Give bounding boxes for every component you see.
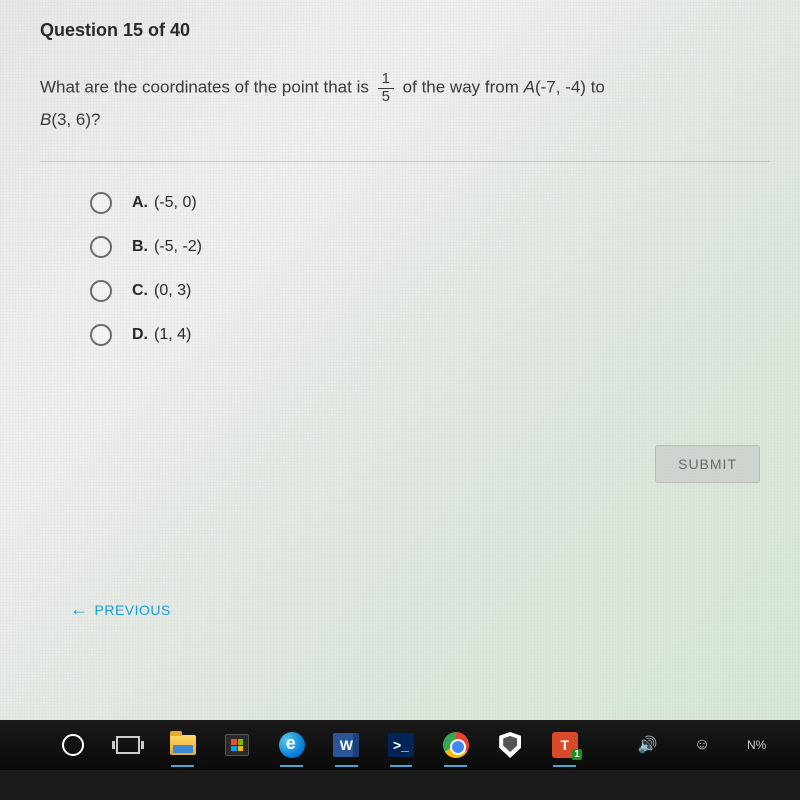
chrome-icon[interactable] — [442, 731, 469, 759]
choice-letter: D. — [132, 326, 148, 343]
question-text: What are the coordinates of the point th… — [40, 71, 770, 136]
point-b-name: B — [40, 110, 51, 129]
security-shield-icon[interactable] — [497, 731, 524, 759]
choice-text: (-5, 0) — [154, 194, 197, 211]
choice-c[interactable]: C. (0, 3) — [90, 280, 770, 302]
question-counter: Question 15 of 40 — [40, 20, 770, 41]
choice-d[interactable]: D. (1, 4) — [90, 324, 770, 346]
tray-misc-icon[interactable]: N% — [743, 731, 770, 759]
fraction: 1 5 — [378, 71, 394, 105]
previous-button[interactable]: ← PREVIOUS — [70, 599, 171, 620]
choice-text: (-5, -2) — [154, 238, 202, 255]
radio-icon[interactable] — [90, 236, 112, 258]
question-text-to: to — [591, 77, 605, 96]
choice-label: A. (-5, 0) — [132, 194, 197, 212]
choice-letter: C. — [132, 282, 148, 299]
fraction-denominator: 5 — [378, 89, 394, 106]
answer-choices: A. (-5, 0) B. (-5, -2) C. (0, 3) D. (1, 4) — [40, 192, 770, 346]
arrow-left-icon: ← — [70, 599, 89, 620]
fraction-numerator: 1 — [378, 71, 394, 89]
microsoft-store-icon[interactable] — [224, 731, 251, 759]
choice-b[interactable]: B. (-5, -2) — [90, 236, 770, 258]
windows-taskbar[interactable]: W >_ T1 🔊 ☺ N% — [0, 720, 800, 770]
quiz-screen: Question 15 of 40 What are the coordinat… — [0, 0, 800, 720]
choice-label: D. (1, 4) — [132, 326, 191, 344]
choice-label: B. (-5, -2) — [132, 238, 202, 256]
point-a-coords: (-7, -4) — [535, 77, 586, 96]
file-explorer-icon[interactable] — [169, 731, 196, 759]
choice-a[interactable]: A. (-5, 0) — [90, 192, 770, 214]
question-mark: ? — [91, 110, 100, 129]
radio-icon[interactable] — [90, 192, 112, 214]
submit-button[interactable]: SUBMIT — [655, 445, 760, 483]
tray-smile-icon[interactable]: ☺ — [689, 731, 716, 759]
task-view-icon[interactable] — [115, 731, 142, 759]
choice-label: C. (0, 3) — [132, 282, 191, 300]
tlauncher-icon[interactable]: T1 — [551, 731, 578, 759]
choice-text: (1, 4) — [154, 326, 191, 343]
word-icon[interactable]: W — [333, 731, 360, 759]
choice-text: (0, 3) — [154, 282, 191, 299]
question-text-mid: of the way from — [403, 77, 524, 96]
previous-label: PREVIOUS — [95, 602, 171, 618]
cortana-icon[interactable] — [60, 731, 87, 759]
choice-letter: B. — [132, 238, 148, 255]
point-b-coords: (3, 6) — [51, 110, 91, 129]
tray-sound-icon[interactable]: 🔊 — [634, 731, 661, 759]
question-text-prefix: What are the coordinates of the point th… — [40, 77, 374, 96]
edge-browser-icon[interactable] — [278, 731, 305, 759]
point-a-name: A — [524, 77, 535, 96]
choice-letter: A. — [132, 194, 148, 211]
radio-icon[interactable] — [90, 324, 112, 346]
divider — [40, 161, 770, 162]
powershell-icon[interactable]: >_ — [388, 731, 415, 759]
radio-icon[interactable] — [90, 280, 112, 302]
